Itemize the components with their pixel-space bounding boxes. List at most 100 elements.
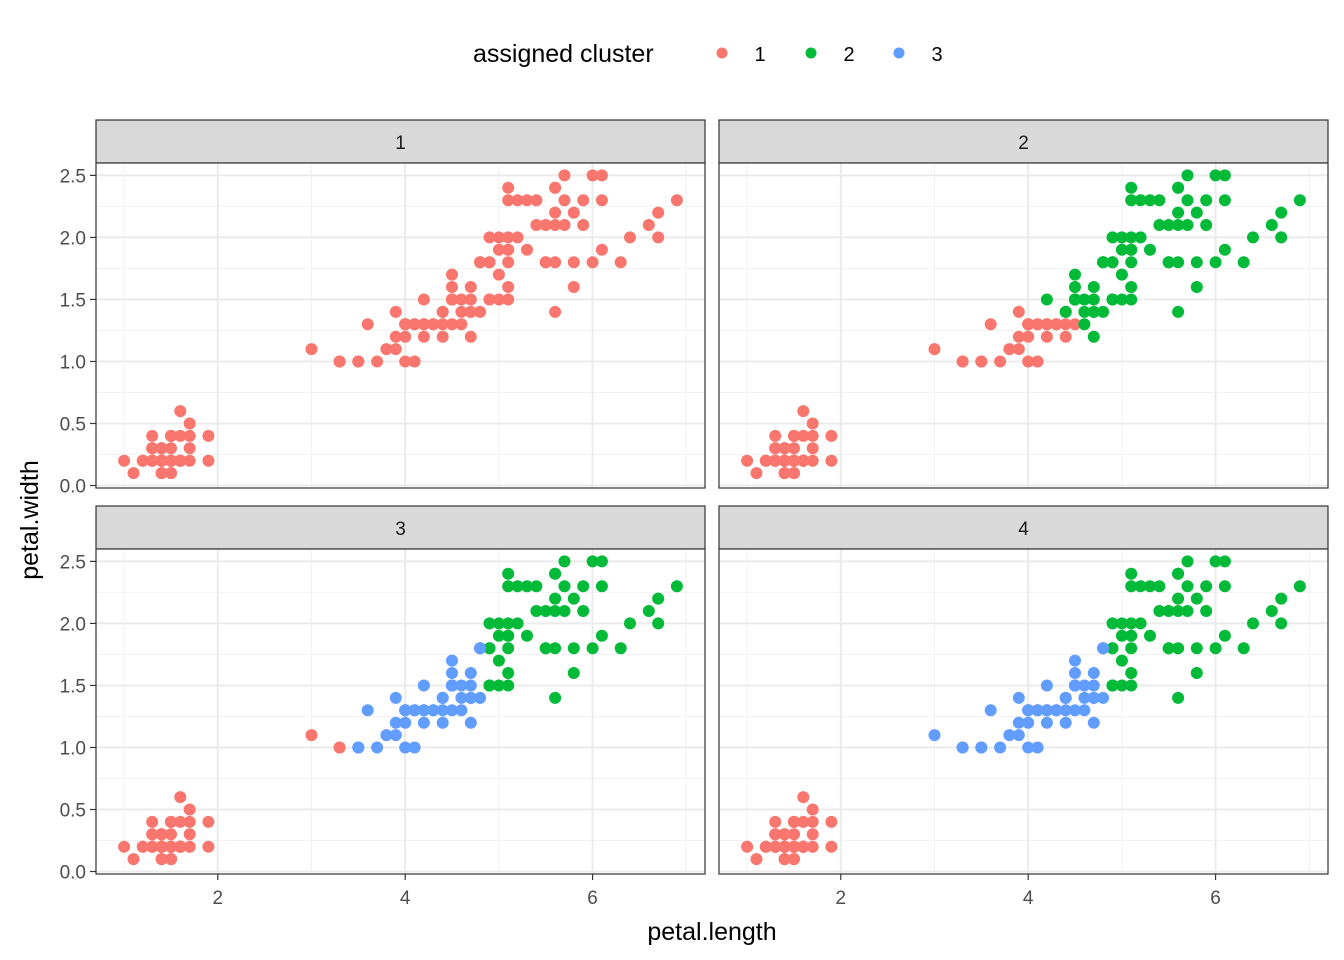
data-point	[417, 330, 430, 343]
data-point	[1125, 567, 1138, 580]
data-point	[427, 704, 440, 717]
data-point	[558, 194, 571, 207]
data-point	[539, 219, 552, 231]
data-point	[1200, 605, 1213, 617]
data-point	[455, 293, 468, 306]
data-point	[1237, 642, 1250, 655]
data-point	[1293, 580, 1306, 593]
data-point	[806, 429, 819, 442]
data-point	[502, 256, 515, 269]
y-tick-label: 2.5	[60, 552, 86, 573]
data-point	[521, 629, 533, 642]
y-tick-label: 0.5	[60, 800, 86, 821]
data-point	[825, 429, 838, 442]
data-point	[399, 355, 412, 368]
legend-title: assigned cluster	[473, 40, 654, 68]
data-point	[1218, 169, 1231, 182]
data-point	[1172, 305, 1185, 318]
data-point	[586, 642, 599, 655]
data-point	[1218, 629, 1231, 642]
data-point	[1003, 729, 1016, 742]
data-point	[806, 815, 819, 828]
data-point	[806, 417, 819, 430]
data-point	[539, 605, 552, 617]
data-point	[994, 741, 1007, 754]
data-point	[539, 642, 552, 655]
data-point	[371, 355, 384, 368]
data-point	[1022, 318, 1035, 331]
data-point	[183, 442, 196, 455]
data-point	[371, 741, 384, 754]
data-point	[1172, 256, 1185, 269]
data-point	[567, 592, 580, 605]
data-point	[1218, 555, 1231, 568]
data-point	[464, 679, 477, 692]
data-point	[389, 691, 402, 704]
data-point	[1097, 642, 1110, 655]
x-tick-label: 2	[213, 888, 224, 909]
data-point	[174, 429, 187, 442]
data-point	[670, 580, 683, 593]
data-point	[788, 442, 800, 455]
data-point	[956, 355, 969, 368]
data-point	[521, 243, 533, 256]
panel-border	[95, 162, 706, 489]
data-point	[1069, 318, 1081, 331]
data-point	[165, 840, 177, 853]
data-point	[642, 219, 655, 231]
data-point	[455, 691, 468, 704]
data-point	[1181, 580, 1194, 593]
data-point	[352, 741, 365, 754]
data-point	[1125, 281, 1138, 293]
data-point	[446, 281, 458, 293]
data-point	[778, 442, 791, 455]
data-point	[825, 454, 838, 467]
data-point	[1078, 293, 1091, 306]
panel-strip-label: 1	[395, 133, 406, 154]
data-point	[1087, 293, 1100, 306]
data-point	[511, 617, 524, 630]
data-point	[492, 293, 505, 306]
data-point	[146, 454, 159, 467]
data-point	[1031, 741, 1044, 754]
data-point	[530, 219, 543, 231]
data-point	[1069, 268, 1081, 281]
data-point	[642, 605, 655, 617]
data-point	[1172, 691, 1185, 704]
data-point	[586, 555, 599, 568]
data-point	[1181, 605, 1194, 617]
data-point	[1218, 194, 1231, 207]
data-point	[202, 429, 215, 442]
data-point	[539, 256, 552, 269]
data-point	[1106, 231, 1119, 244]
y-tick-label: 1.5	[60, 676, 86, 697]
data-point	[1022, 704, 1035, 717]
data-point	[1247, 617, 1259, 630]
data-point	[825, 815, 838, 828]
data-point	[1265, 605, 1278, 617]
data-point	[530, 580, 543, 593]
legend-key-2	[805, 47, 817, 59]
data-point	[1012, 305, 1025, 318]
x-tick-label: 6	[1210, 888, 1221, 909]
data-point	[1134, 617, 1147, 630]
data-point	[446, 667, 458, 679]
data-point	[502, 679, 515, 692]
data-point	[464, 330, 477, 343]
data-point	[399, 318, 412, 331]
data-point	[502, 281, 515, 293]
data-point	[389, 716, 402, 729]
data-point	[474, 642, 487, 655]
data-point	[1106, 679, 1119, 692]
data-point	[1059, 704, 1072, 717]
data-point	[474, 305, 487, 318]
data-point	[1200, 194, 1213, 207]
data-point	[595, 629, 608, 642]
data-point	[549, 592, 562, 605]
data-point	[1134, 194, 1147, 207]
data-point	[1125, 194, 1138, 207]
data-point	[446, 704, 458, 717]
data-point	[399, 704, 412, 717]
data-point	[1209, 169, 1222, 182]
data-point	[146, 828, 159, 841]
